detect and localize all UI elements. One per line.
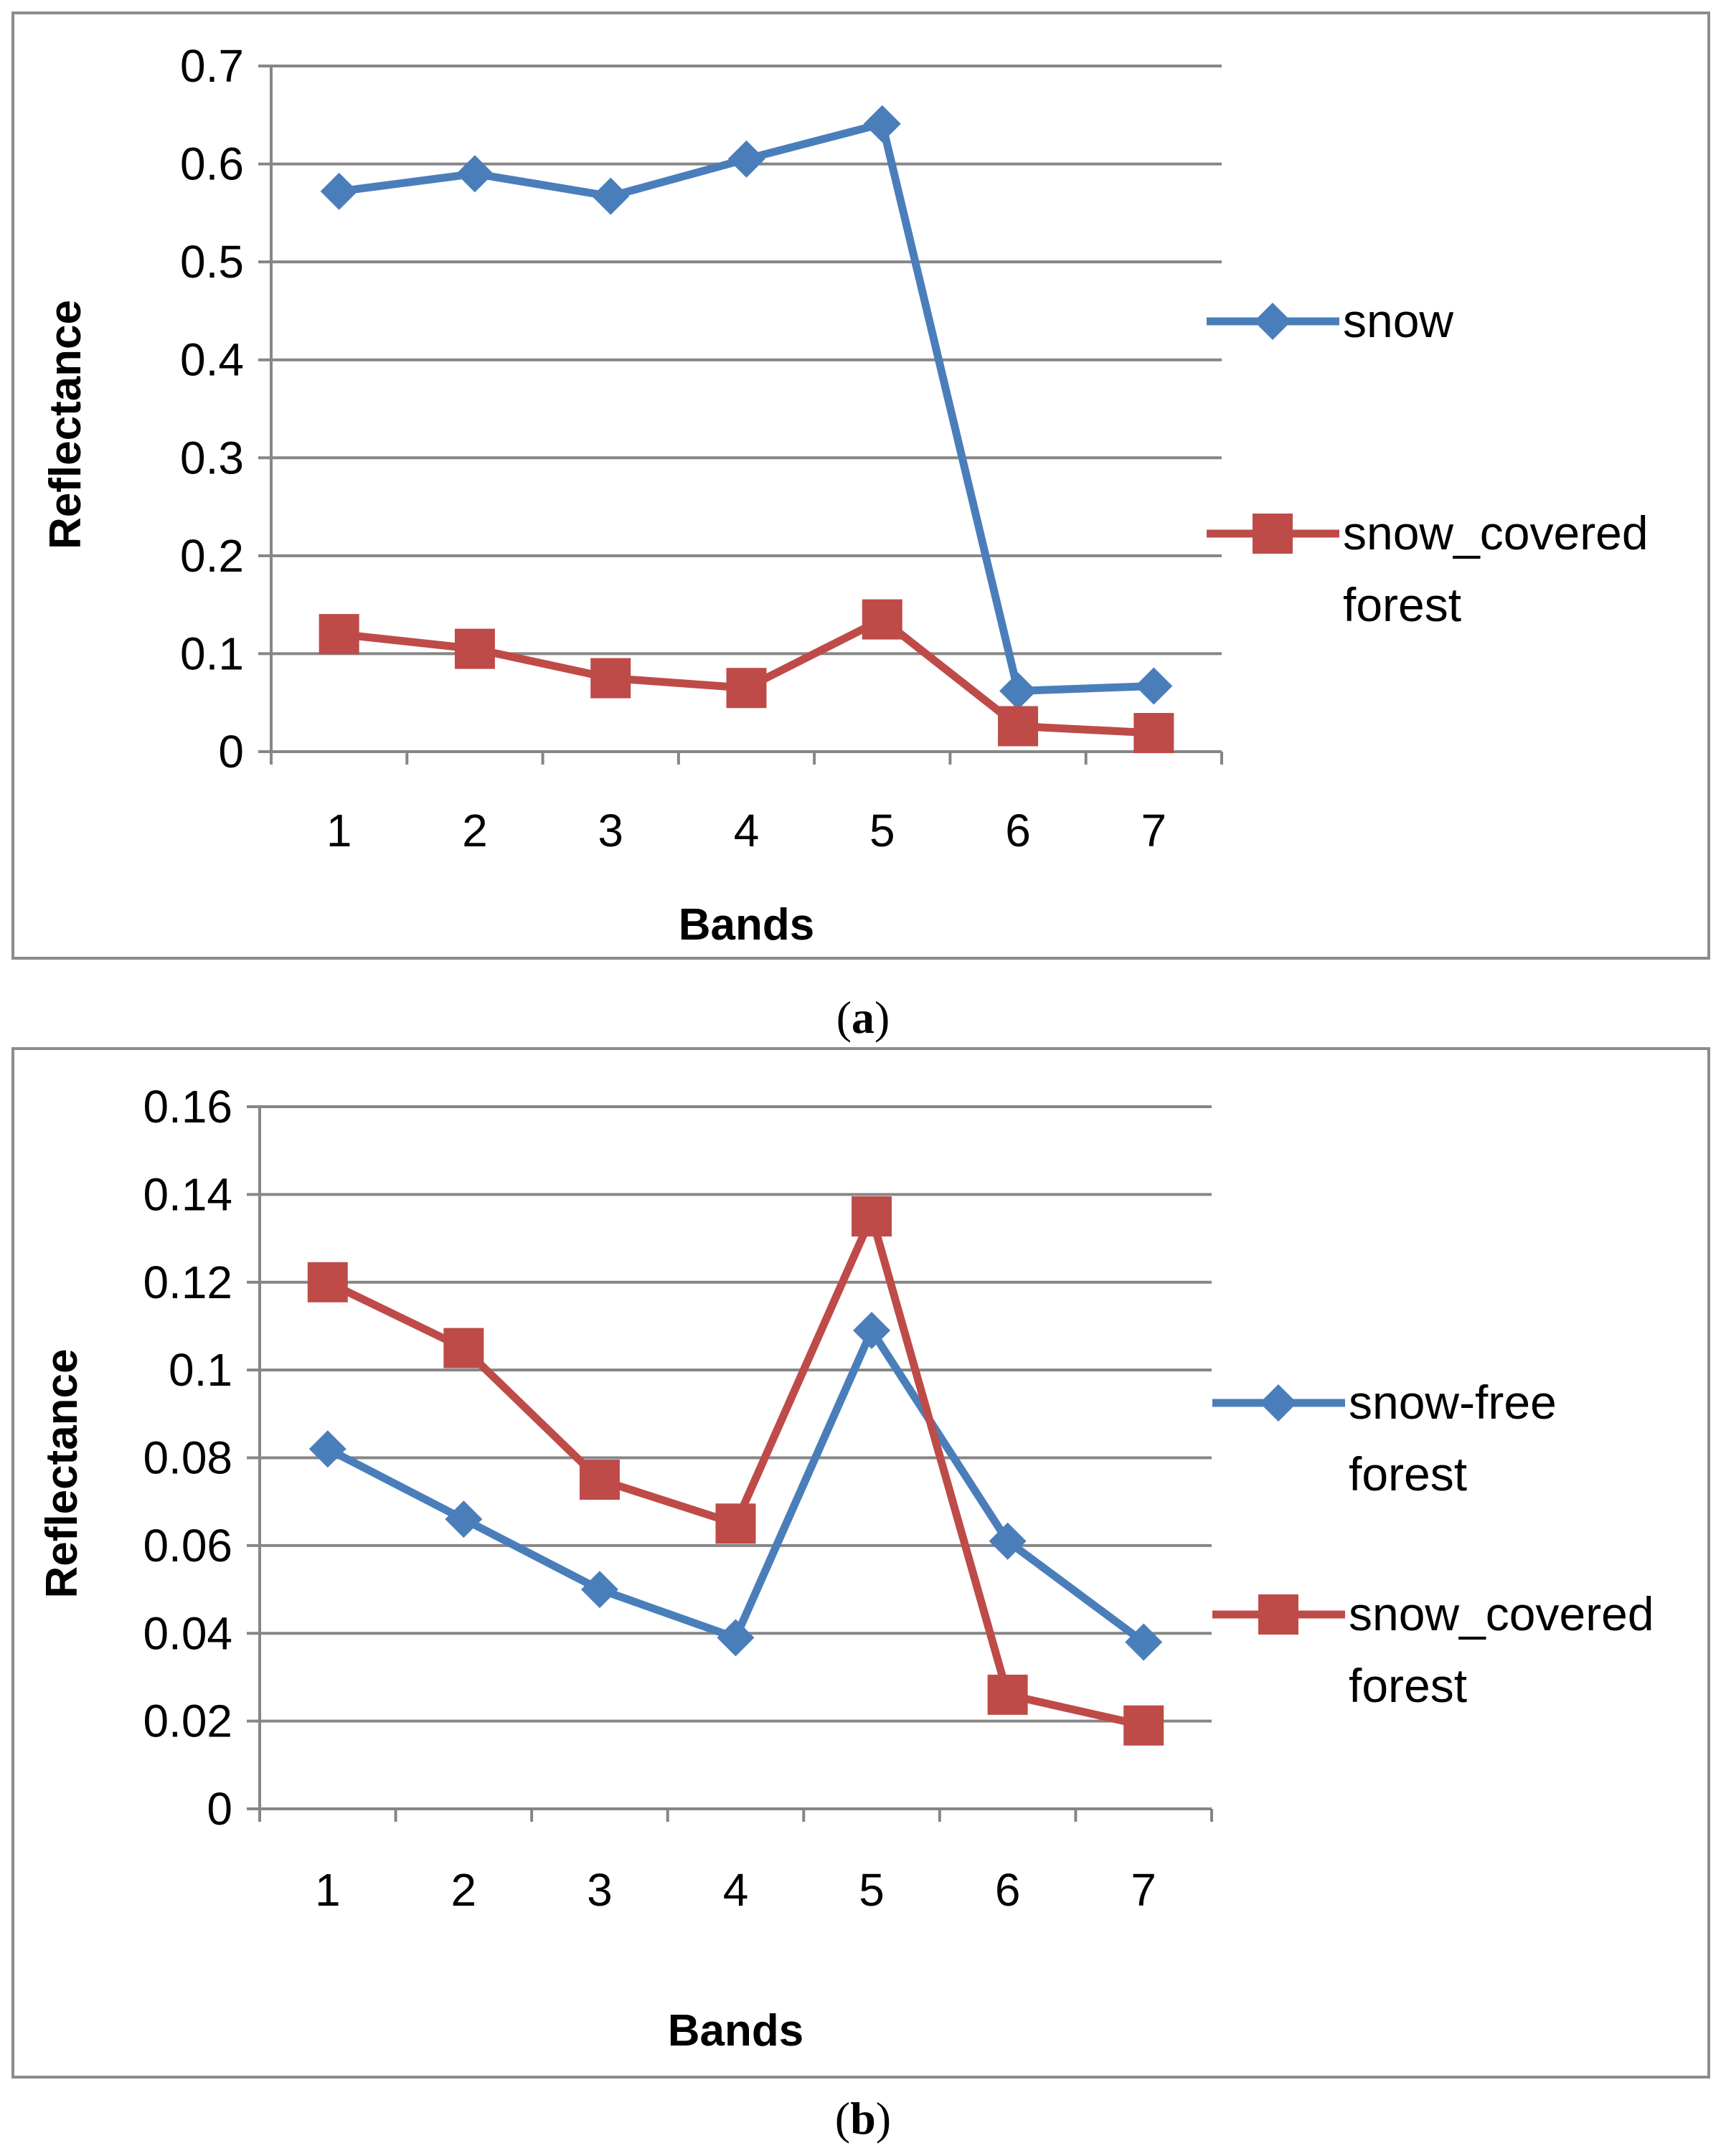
y-tick-label: 0.4 bbox=[180, 334, 244, 386]
chart-caption: (b) bbox=[835, 2093, 891, 2144]
y-tick-label: 0.6 bbox=[180, 138, 244, 190]
data-point bbox=[987, 1674, 1028, 1715]
data-point bbox=[852, 1196, 892, 1237]
data-point bbox=[1254, 303, 1291, 340]
y-tick-label: 0.16 bbox=[143, 1081, 232, 1133]
data-point bbox=[579, 1460, 620, 1500]
y-tick-label: 0.14 bbox=[143, 1168, 232, 1220]
data-point bbox=[717, 1619, 755, 1657]
data-point bbox=[989, 1522, 1027, 1560]
x-tick-label: 5 bbox=[869, 805, 895, 856]
data-point bbox=[590, 658, 631, 699]
legend-label: forest bbox=[1349, 1659, 1467, 1712]
data-point bbox=[1135, 667, 1173, 705]
y-tick-label: 0 bbox=[218, 726, 244, 777]
x-tick-label: 2 bbox=[451, 1864, 477, 1916]
data-point bbox=[726, 668, 767, 709]
data-point bbox=[998, 706, 1039, 747]
data-point bbox=[1260, 1384, 1297, 1422]
data-point bbox=[1123, 1705, 1164, 1746]
legend-entry: snow bbox=[1207, 294, 1453, 347]
y-axis-title: Reflectance bbox=[41, 300, 90, 549]
data-point bbox=[319, 614, 359, 655]
data-point bbox=[308, 1430, 346, 1468]
y-tick-label: 0.3 bbox=[180, 432, 244, 483]
data-point bbox=[999, 672, 1037, 710]
y-tick-label: 0.02 bbox=[143, 1696, 232, 1747]
x-axis-title: Bands bbox=[679, 900, 814, 950]
data-point bbox=[443, 1328, 484, 1368]
x-tick-label: 3 bbox=[598, 805, 623, 856]
data-point bbox=[853, 1312, 891, 1350]
data-point bbox=[862, 599, 902, 640]
data-point bbox=[863, 105, 901, 143]
x-tick-label: 6 bbox=[1005, 805, 1031, 856]
x-tick-label: 5 bbox=[859, 1864, 885, 1916]
legend-label: forest bbox=[1343, 578, 1461, 631]
y-tick-label: 0.12 bbox=[143, 1257, 232, 1308]
legend-label: snow-free bbox=[1349, 1376, 1557, 1429]
data-point bbox=[592, 177, 630, 215]
x-tick-label: 7 bbox=[1131, 1864, 1156, 1916]
y-tick-label: 0.08 bbox=[143, 1432, 232, 1484]
x-axis-title: Bands bbox=[668, 2006, 803, 2056]
series-snow-covered-forest bbox=[319, 599, 1174, 754]
data-point bbox=[580, 1571, 618, 1609]
x-tick-label: 7 bbox=[1141, 805, 1167, 856]
data-point bbox=[1253, 514, 1293, 554]
legend-label: forest bbox=[1349, 1447, 1467, 1500]
data-point bbox=[1133, 713, 1174, 754]
legend-label: snow_covered bbox=[1349, 1587, 1654, 1640]
data-point bbox=[445, 1500, 483, 1538]
y-axis-title: Reflectance bbox=[37, 1348, 87, 1598]
y-tick-label: 0 bbox=[207, 1783, 232, 1835]
x-tick-label: 2 bbox=[462, 805, 488, 856]
data-point bbox=[320, 172, 358, 210]
chart-b: 0 0.02 0.04 0.06 0.08 0.1 0.12 0.14 0.16 1 2 3 4 5 6 7 B… bbox=[11, 1047, 1710, 2144]
data-point bbox=[715, 1503, 756, 1544]
legend-label: snow bbox=[1343, 294, 1453, 347]
legend-label: snow_covered bbox=[1343, 506, 1649, 559]
y-tick-label: 0.2 bbox=[180, 530, 244, 582]
x-tick-label: 4 bbox=[734, 805, 760, 856]
y-tick-label: 0.7 bbox=[180, 40, 244, 92]
x-tick-label: 3 bbox=[587, 1864, 613, 1916]
data-point bbox=[307, 1262, 348, 1302]
legend-entry: snow-free forest bbox=[1212, 1376, 1557, 1500]
y-tick-label: 0.06 bbox=[143, 1520, 232, 1571]
series-snow bbox=[320, 105, 1173, 710]
x-tick-label: 1 bbox=[326, 805, 352, 856]
y-tick-label: 0.1 bbox=[180, 628, 244, 679]
series-snow-free-forest bbox=[308, 1312, 1163, 1661]
y-tick-label: 0.1 bbox=[169, 1344, 232, 1396]
x-tick-label: 1 bbox=[315, 1864, 341, 1916]
chart-a: 0 0.1 0.2 0.3 0.4 0.5 0.6 0.7 1 2 3 4 5 6 7 Bands Reflec… bbox=[11, 11, 1710, 1043]
y-tick-label: 0.04 bbox=[143, 1607, 232, 1659]
series-snow-covered-forest bbox=[307, 1196, 1164, 1746]
data-point bbox=[456, 155, 494, 193]
x-tick-label: 4 bbox=[723, 1864, 749, 1916]
chart-caption: (a) bbox=[836, 992, 890, 1043]
chart-frame bbox=[11, 11, 1710, 960]
data-point bbox=[1258, 1594, 1298, 1635]
data-point bbox=[727, 140, 765, 178]
data-point bbox=[1125, 1623, 1163, 1661]
y-tick-label: 0.5 bbox=[180, 236, 244, 288]
data-point bbox=[454, 628, 495, 669]
x-tick-label: 6 bbox=[995, 1864, 1021, 1916]
